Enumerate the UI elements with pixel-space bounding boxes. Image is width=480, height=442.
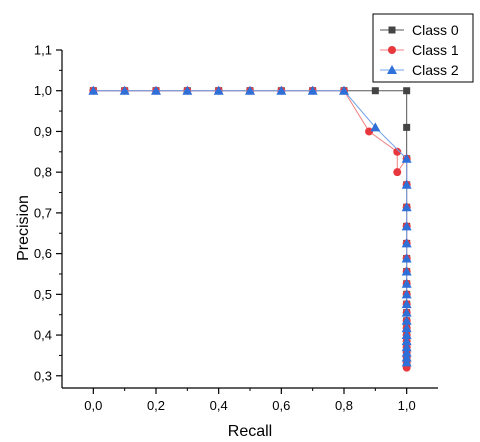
legend-marker [387,65,397,74]
y-tick-label: 1,0 [34,83,52,98]
data-point [401,238,412,248]
y-axis-title: Precision [15,195,32,261]
data-point [371,87,379,95]
y-tick-label: 0,8 [34,165,52,180]
data-point [213,85,224,95]
x-tick-label: 0,0 [84,398,102,413]
x-tick-label: 1,0 [398,398,416,413]
y-tick-label: 0,9 [34,124,52,139]
legend-label: Class 2 [412,62,459,78]
x-tick-label: 0,4 [210,398,228,413]
data-point [182,85,193,95]
data-point [276,85,287,95]
legend: Class 0 Class 1 Class 2 [372,13,474,83]
data-point [307,85,318,95]
data-point [401,289,412,299]
data-point [119,85,130,95]
series-1 [89,86,411,372]
data-point [401,153,412,163]
data-point [393,147,402,156]
data-point [401,266,412,276]
y-tick-label: 0,5 [34,287,52,302]
data-point [401,299,412,309]
series-line [93,90,408,368]
x-tick-label: 0,2 [147,398,165,413]
series-line [93,90,408,363]
series-line [93,90,408,363]
data-point [401,342,412,352]
axis-ticks: 0,0 0,2 0,4 0,6 0,8 1,0 0,3 0,4 0,5 0,6 0,7 0,8 0,9 1… [34,43,416,414]
data-point [370,122,381,132]
legend-entry: Class 1 [380,42,459,58]
data-point [401,352,412,362]
data-point [339,85,349,95]
data-point [401,336,412,346]
data-point [401,278,412,288]
data-point [403,123,411,131]
x-axis-title: Recall [228,423,272,440]
legend-marker [388,26,396,34]
data-point [401,315,412,325]
data-point [88,85,99,95]
series-0 [89,87,411,366]
data-point [245,85,255,95]
data-point [401,357,412,367]
plot-frame [61,50,438,389]
legend-label: Class 1 [412,42,459,58]
data-point [401,221,412,231]
legend-marker [388,46,396,54]
data-point [401,179,412,189]
data-point [401,330,412,340]
y-tick-label: 0,7 [34,205,52,220]
legend-label: Class 0 [412,22,459,38]
y-tick-label: 0,6 [34,246,52,261]
legend-entry: Class 0 [380,22,459,38]
data-point [401,202,412,212]
data-point [403,87,411,95]
x-tick-label: 0,8 [335,398,353,413]
data-point [365,127,374,136]
x-tick-label: 0,6 [272,398,290,413]
data-point [393,168,402,177]
y-tick-label: 0,3 [34,368,52,383]
legend-entry: Class 2 [380,62,459,78]
y-tick-label: 1,1 [34,43,52,58]
data-point [401,307,412,317]
y-tick-label: 0,4 [34,328,52,343]
data-point [401,347,412,357]
data-point [151,85,161,95]
series-2 [88,85,412,367]
data-point [401,323,412,333]
data-point [401,253,412,263]
series-layer [88,85,412,372]
